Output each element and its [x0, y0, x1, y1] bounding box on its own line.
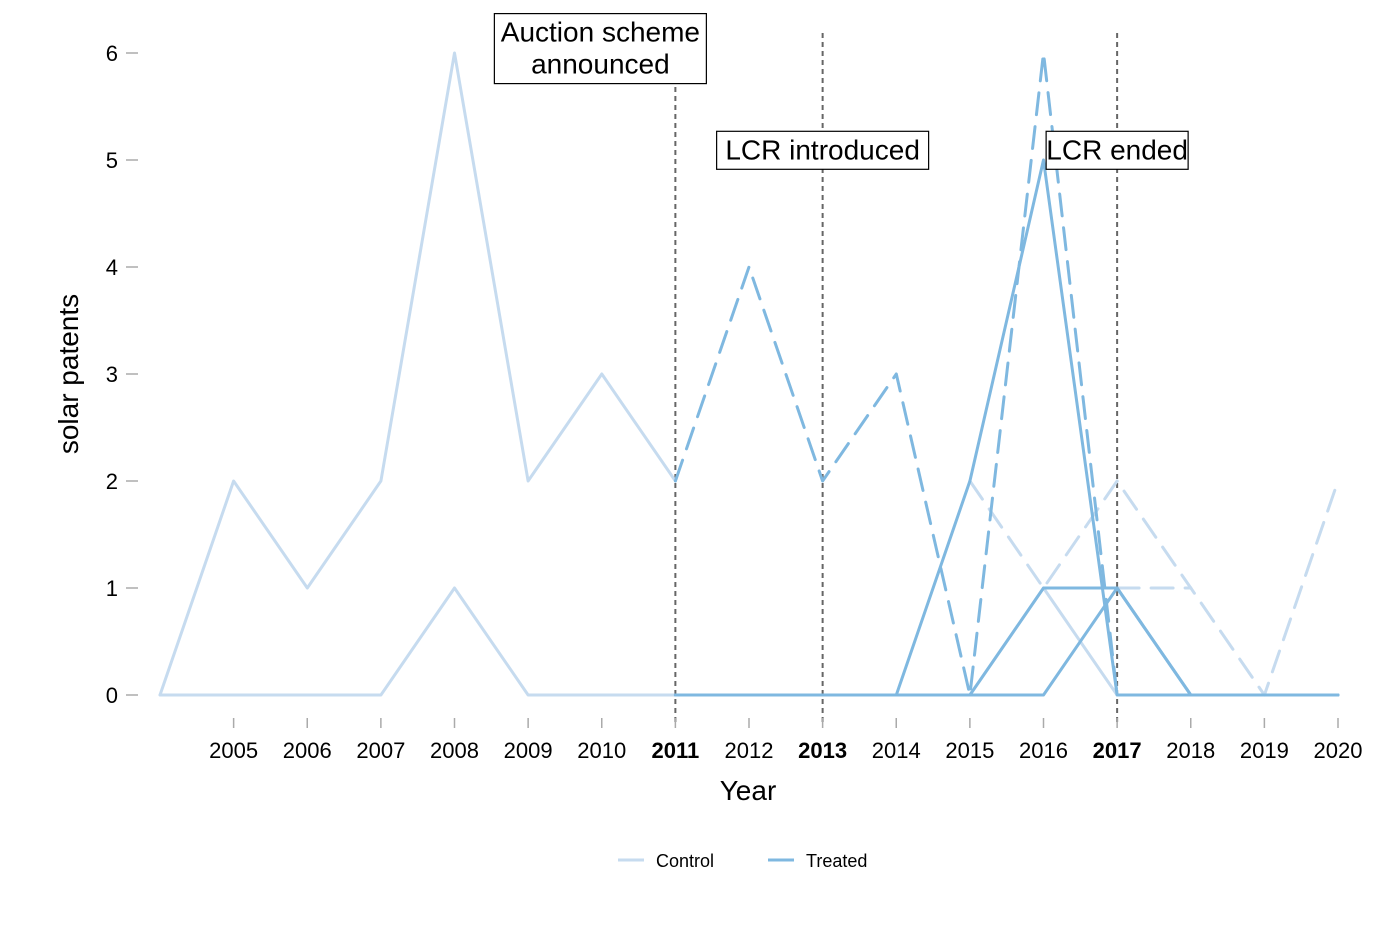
- x-tick-label: 2008: [430, 738, 479, 763]
- x-tick-label: 2013: [798, 738, 847, 763]
- annotation-text-2017: LCR ended: [1046, 134, 1188, 165]
- x-tick-label: 2016: [1019, 738, 1068, 763]
- x-tick-label: 2020: [1314, 738, 1363, 763]
- series-line-control-1: [160, 588, 675, 695]
- y-tick-label: 2: [106, 469, 118, 494]
- y-tick-label: 3: [106, 362, 118, 387]
- annotations-layer: Auction schemeannounced LCR introduced LCR…: [494, 14, 1188, 170]
- annotation-text-2011: announced: [531, 49, 670, 80]
- x-tick-label: 2009: [504, 738, 553, 763]
- y-tick-label: 1: [106, 576, 118, 601]
- y-tick-label: 4: [106, 255, 118, 280]
- legend: Control Treated: [618, 851, 867, 871]
- x-tick-label: 2011: [652, 738, 700, 763]
- legend-label-treated: Treated: [806, 851, 867, 871]
- x-tick-label: 2014: [872, 738, 921, 763]
- y-tick-label: 6: [106, 41, 118, 66]
- series-line-treated-6: [675, 160, 1338, 695]
- series-line-treated-7: [675, 588, 1338, 695]
- x-axis-title: Year: [720, 775, 777, 806]
- x-tick-label: 2015: [945, 738, 994, 763]
- x-tick-label: 2018: [1166, 738, 1215, 763]
- annotation-text-2011: Auction scheme: [501, 17, 700, 48]
- x-tick-label: 2007: [356, 738, 405, 763]
- y-tick-label: 5: [106, 148, 118, 173]
- x-tick-label: 2006: [283, 738, 332, 763]
- x-tick-label: 2017: [1093, 738, 1142, 763]
- y-axis: 0 1 2 3 4 5 6: [106, 41, 138, 708]
- series-line-control-0: [160, 53, 675, 695]
- x-tick-label: 2005: [209, 738, 258, 763]
- annotation-text-2013: LCR introduced: [725, 134, 920, 165]
- x-tick-label: 2010: [577, 738, 626, 763]
- y-tick-label: 0: [106, 683, 118, 708]
- y-axis-title: solar patents: [53, 294, 84, 454]
- x-axis: 2005 2006 2007 2008 2009 2010 2011 2012 2013 2014…: [209, 718, 1362, 763]
- legend-label-control: Control: [656, 851, 714, 871]
- x-tick-label: 2012: [725, 738, 774, 763]
- x-tick-label: 2019: [1240, 738, 1289, 763]
